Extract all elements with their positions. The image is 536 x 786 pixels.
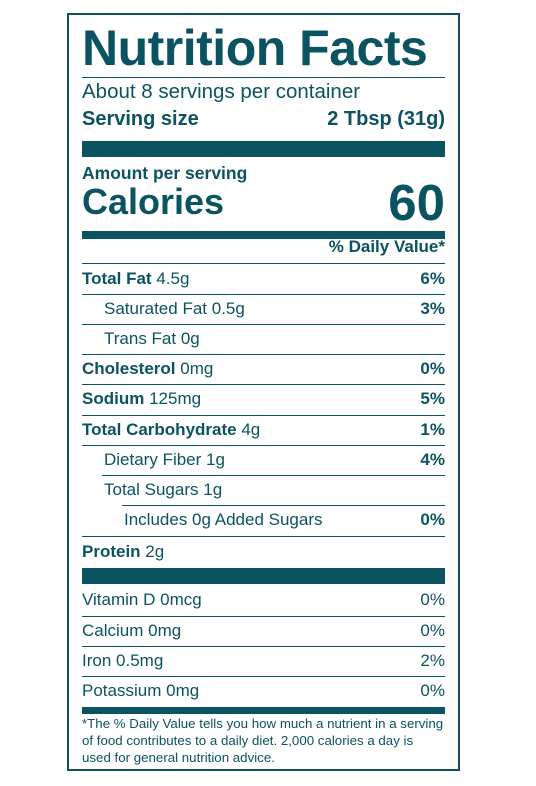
nutrient-name: Saturated Fat: [104, 299, 208, 318]
nutrient-row-added-sugars: Includes 0g Added Sugars 0%: [82, 505, 445, 535]
footnote: *The % Daily Value tells you how much a …: [82, 716, 444, 765]
vitamin-dv: 0%: [420, 681, 445, 700]
nutrient-name: Sodium: [82, 389, 145, 408]
vitamin-row-iron: Iron 0.5mg 2%: [82, 646, 445, 676]
divider: [82, 384, 445, 385]
daily-value-header: % Daily Value*: [328, 237, 445, 256]
divider: [122, 505, 445, 506]
thick-divider: [82, 568, 445, 584]
divider: [82, 536, 445, 537]
divider: [82, 415, 445, 416]
vitamin-name: Vitamin D: [82, 590, 156, 609]
vitamin-amount: 0mcg: [160, 590, 202, 609]
vitamin-amount: 0.5mg: [116, 651, 164, 670]
divider: [82, 616, 445, 617]
divider: [82, 77, 445, 78]
divider: [82, 294, 445, 295]
serving-size-row: Serving size 2 Tbsp (31g): [82, 108, 445, 131]
nutrition-facts-label: Nutrition Facts About 8 servings per con…: [67, 13, 460, 771]
nutrient-amount: 4g: [241, 420, 261, 439]
divider: [82, 263, 445, 264]
nutrient-dv: 0%: [420, 359, 445, 378]
thick-divider: [82, 141, 445, 157]
nutrient-amount: 0g: [180, 329, 200, 348]
vitamin-name: Iron: [82, 651, 112, 670]
nutrient-row-total-carbohydrate: Total Carbohydrate 4g 1%: [82, 415, 445, 445]
vitamin-row-calcium: Calcium 0mg 0%: [82, 616, 445, 646]
nutrient-dv: 6%: [420, 269, 445, 288]
nutrient-amount: 0mg: [180, 359, 214, 378]
medium-divider: [82, 231, 445, 239]
servings-per-container: About 8 servings per container: [82, 80, 361, 103]
nutrient-name: Cholesterol: [82, 359, 176, 378]
nutrient-row-saturated-fat: Saturated Fat 0.5g 3%: [82, 294, 445, 324]
divider: [82, 445, 445, 446]
calories-label: Calories: [82, 181, 225, 222]
nutrient-row-trans-fat: Trans Fat 0g: [82, 324, 445, 354]
nutrient-row-total-fat: Total Fat 4.5g 6%: [82, 264, 445, 294]
nutrient-row-dietary-fiber: Dietary Fiber 1g 4%: [82, 445, 445, 475]
nutrient-name: Total Fat: [82, 269, 152, 288]
nutrient-name: Protein: [82, 542, 141, 561]
amount-per-serving: Amount per serving: [82, 163, 248, 183]
nutrient-name: Total Carbohydrate: [82, 420, 237, 439]
nutrient-dv: 0%: [420, 510, 445, 529]
medium-divider: [82, 707, 445, 714]
calories-value: 60: [388, 174, 445, 231]
vitamin-amount: 0mg: [148, 621, 182, 640]
divider: [82, 646, 445, 647]
nutrient-amount: 2g: [145, 542, 165, 561]
nutrient-dv: 3%: [420, 299, 445, 318]
nutrient-dv: 4%: [420, 450, 445, 469]
vitamin-amount: 0mg: [166, 681, 200, 700]
nutrient-name: Trans Fat: [104, 329, 177, 348]
nutrient-name: Includes 0g Added Sugars: [124, 510, 323, 529]
vitamin-row-vitamin-d: Vitamin D 0mcg 0%: [82, 585, 445, 615]
serving-size-label: Serving size: [82, 108, 199, 130]
divider: [102, 475, 445, 476]
nutrient-dv: 1%: [420, 420, 445, 439]
nutrient-row-cholesterol: Cholesterol 0mg 0%: [82, 354, 445, 384]
nutrient-amount: 1g: [206, 450, 225, 469]
vitamin-dv: 0%: [420, 590, 445, 609]
vitamin-row-potassium: Potassium 0mg 0%: [82, 676, 445, 706]
nutrient-row-sodium: Sodium 125mg 5%: [82, 384, 445, 414]
nutrient-name: Dietary Fiber: [104, 450, 202, 469]
nutrient-amount: 0.5g: [211, 299, 245, 318]
divider: [82, 354, 445, 355]
divider: [82, 324, 445, 325]
vitamin-name: Potassium: [82, 681, 162, 700]
vitamin-dv: 0%: [420, 621, 445, 640]
vitamin-dv: 2%: [420, 651, 445, 670]
nutrient-amount: 1g: [203, 480, 223, 499]
serving-size-value: 2 Tbsp (31g): [327, 108, 445, 130]
nutrient-name: Total Sugars: [104, 480, 199, 499]
label-title: Nutrition Facts: [82, 20, 428, 76]
nutrient-row-protein: Protein 2g: [82, 537, 445, 567]
divider: [82, 676, 445, 677]
vitamin-name: Calcium: [82, 621, 144, 640]
nutrient-row-total-sugars: Total Sugars 1g: [82, 475, 445, 505]
nutrient-amount: 4.5g: [156, 269, 190, 288]
nutrient-amount: 125mg: [149, 389, 202, 408]
nutrient-dv: 5%: [420, 389, 445, 408]
